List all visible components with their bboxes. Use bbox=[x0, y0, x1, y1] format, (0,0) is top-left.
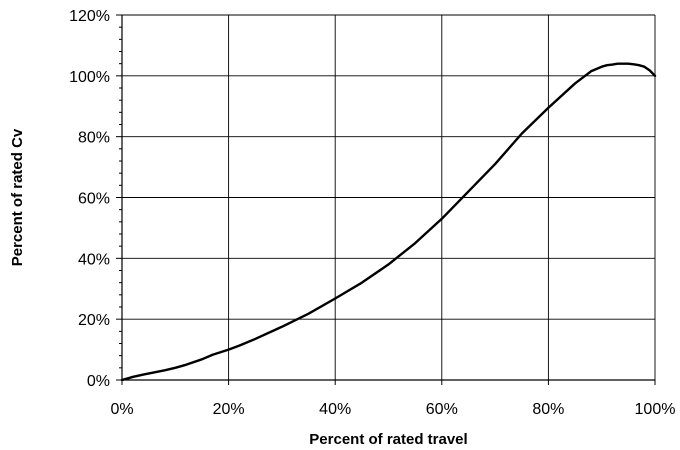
y-tick-label: 40% bbox=[78, 251, 110, 268]
x-tick-label: 40% bbox=[319, 401, 351, 418]
x-tick-label: 20% bbox=[213, 401, 245, 418]
y-axis-title: Percent of rated Cv bbox=[9, 128, 26, 266]
y-tick-label: 80% bbox=[78, 130, 110, 147]
series-line bbox=[120, 62, 657, 382]
x-tick-label: 80% bbox=[532, 401, 564, 418]
x-tick-label: 100% bbox=[635, 401, 676, 418]
axes bbox=[116, 14, 656, 385]
gridlines bbox=[122, 14, 656, 380]
y-tick-label: 20% bbox=[78, 312, 110, 329]
tick-labels: 0% 20% 40% 60% 80% 100% 120% 0% 20% 40% 60% 80% 100% bbox=[69, 8, 675, 418]
y-tick-label: 100% bbox=[69, 69, 110, 86]
x-tick-label: 0% bbox=[110, 401, 133, 418]
x-tick-label: 60% bbox=[426, 401, 458, 418]
y-tick-label: 0% bbox=[87, 373, 110, 390]
y-tick-label: 60% bbox=[78, 191, 110, 208]
x-axis-title: Percent of rated travel bbox=[309, 431, 467, 448]
series-layer bbox=[120, 62, 657, 382]
y-tick-label: 120% bbox=[69, 8, 110, 25]
